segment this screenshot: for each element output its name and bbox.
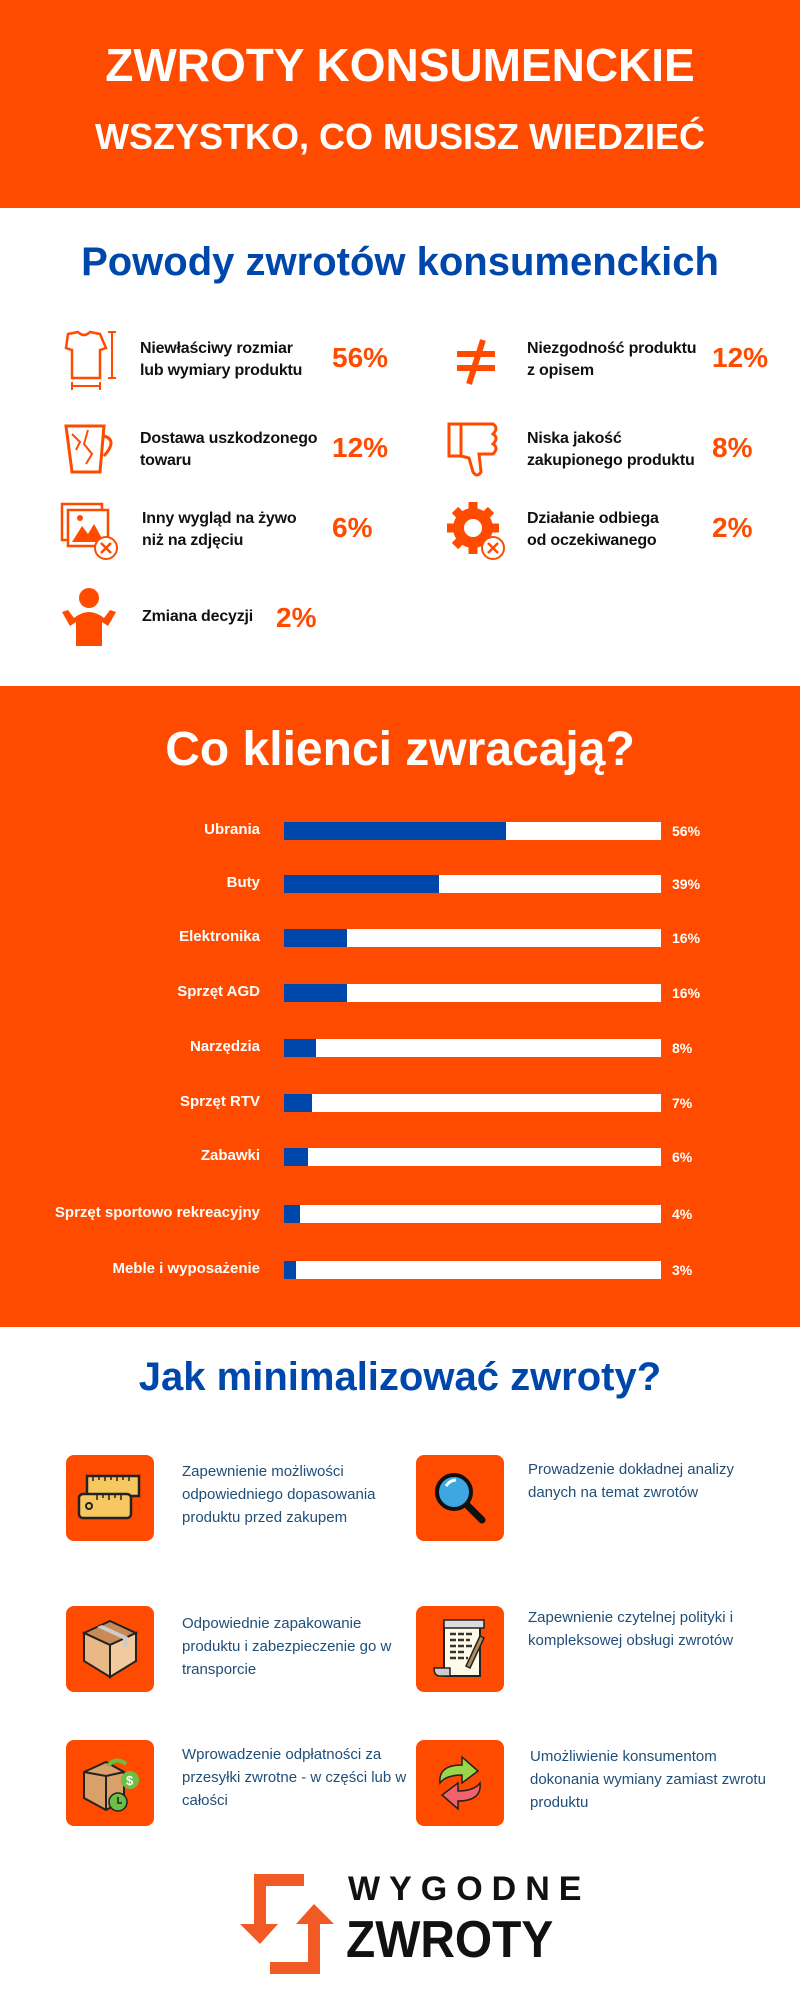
tip-icon-box xyxy=(416,1740,504,1826)
logo-line1: WYGODNE xyxy=(348,1870,591,1908)
magnifier-icon xyxy=(435,1473,486,1524)
bar-label: Sprzęt RTV xyxy=(179,1093,260,1110)
svg-text:$: $ xyxy=(126,1773,134,1788)
broken-mug-icon xyxy=(64,424,113,474)
main-subtitle: WSZYSTKO, CO MUSISZ WIEDZIEĆ xyxy=(95,116,705,157)
bar xyxy=(284,822,507,840)
bar-label: Ubrania xyxy=(204,821,260,838)
bar-value-label: 4% xyxy=(672,1206,693,1222)
main-title: ZWROTY KONSUMENCKIE xyxy=(105,39,695,91)
image-error-icon xyxy=(60,502,118,560)
policy-document-icon xyxy=(433,1619,485,1677)
tip-icon-box xyxy=(416,1606,504,1692)
paid-return-icon: $ xyxy=(83,1758,139,1812)
bar-track xyxy=(284,822,661,840)
bar-value-label: 7% xyxy=(672,1095,693,1111)
bar-track xyxy=(284,875,661,893)
chart-title: Co klienci zwracają? xyxy=(165,723,635,776)
tips-title: Jak minimalizować zwroty? xyxy=(138,1355,662,1399)
person-shrug-icon xyxy=(62,588,116,646)
thumbs-down-icon xyxy=(447,422,498,477)
bar-track xyxy=(284,1148,661,1166)
bar-label: Meble i wyposażenie xyxy=(112,1260,260,1277)
bar-value-label: 6% xyxy=(672,1149,693,1165)
reason-value: 8% xyxy=(712,432,753,463)
bar-label: Elektronika xyxy=(179,928,260,945)
bar xyxy=(284,1261,296,1279)
reason-label: Inny wygląd na żywo niż na zdjęciu xyxy=(142,510,297,549)
bar-value-label: 8% xyxy=(672,1040,693,1056)
reason-value: 2% xyxy=(712,512,753,543)
tip-text: Zapewnienie możliwości odpowiedniego dop… xyxy=(182,1463,376,1526)
tip-text: Odpowiednie zapakowanie produktu i zabez… xyxy=(182,1615,392,1678)
bar-value-label: 56% xyxy=(672,823,701,839)
bar-value-label: 39% xyxy=(672,876,701,892)
reason-value: 2% xyxy=(276,602,317,633)
reason-label: Działanie odbiega od oczekiwanego xyxy=(527,510,659,549)
bar-track xyxy=(284,1205,661,1223)
bar-label: Buty xyxy=(226,874,260,891)
tip-text: Prowadzenie dokładnej analizy danych na … xyxy=(528,1461,734,1501)
bar-track xyxy=(284,1261,661,1279)
measuring-tape-icon xyxy=(77,1474,141,1520)
bar xyxy=(284,1205,300,1223)
tshirt-size-icon xyxy=(64,330,116,390)
tip-icon-box xyxy=(66,1455,154,1541)
logo: WYGODNE ZWROTY xyxy=(240,1870,581,1974)
logo-line2: ZWROTY xyxy=(346,1911,554,1969)
tip-text: Wprowadzenie odpłatności za przesyłki zw… xyxy=(182,1746,407,1809)
header-banner: ZWROTY KONSUMENCKIE WSZYSTKO, CO MUSISZ … xyxy=(0,0,800,208)
bar xyxy=(284,875,439,893)
bar-label: Narzędzia xyxy=(189,1038,260,1055)
tip-text: Umożliwienie konsumentom dokonania wymia… xyxy=(530,1748,766,1811)
reason-value: 12% xyxy=(712,342,769,373)
bar-track xyxy=(284,929,661,947)
bar xyxy=(284,984,348,1002)
reason-value: 12% xyxy=(332,432,389,463)
returns-chart-section: Co klienci zwracają? Ubrania 56% Buty 39% El… xyxy=(0,686,800,1327)
exchange-arrows-icon xyxy=(439,1755,481,1811)
bar-track xyxy=(284,1094,661,1112)
reason-label: Dostawa uszkodzonego towaru xyxy=(140,430,318,469)
reason-value: 56% xyxy=(332,342,389,373)
bar-value-label: 16% xyxy=(672,930,701,946)
bar-label: Sprzęt AGD xyxy=(177,983,260,1000)
reasons-title: Powody zwrotów konsumenckich xyxy=(81,240,719,284)
gear-error-icon xyxy=(447,502,505,560)
tip-text: Zapewnienie czytelnej polityki i komplek… xyxy=(528,1609,734,1649)
bar xyxy=(284,1148,308,1166)
package-box-icon xyxy=(82,1619,138,1679)
bar xyxy=(284,929,348,947)
bar-track xyxy=(284,984,661,1002)
bar-track xyxy=(284,1039,661,1057)
tip-icon-box: $ xyxy=(66,1740,154,1826)
reason-label: Zmiana decyzji xyxy=(142,608,254,625)
logo-arrows-icon xyxy=(240,1874,334,1974)
bar xyxy=(284,1039,316,1057)
tip-icon-box xyxy=(416,1455,504,1541)
reason-value: 6% xyxy=(332,512,373,543)
bar-label: Sprzęt sportowo rekreacyjny xyxy=(54,1204,260,1221)
reason-label: Niewłaściwy rozmiar lub wymiary produktu xyxy=(140,340,303,379)
reason-label: Niezgodność produktu z opisem xyxy=(527,340,697,379)
bar-label: Zabawki xyxy=(200,1147,260,1164)
not-equal-icon xyxy=(457,339,495,385)
reason-label: Niska jakość zakupionego produktu xyxy=(527,430,695,469)
tip-icon-box xyxy=(66,1606,154,1692)
bar-value-label: 16% xyxy=(672,985,701,1001)
bar xyxy=(284,1094,312,1112)
bar-value-label: 3% xyxy=(672,1262,693,1278)
